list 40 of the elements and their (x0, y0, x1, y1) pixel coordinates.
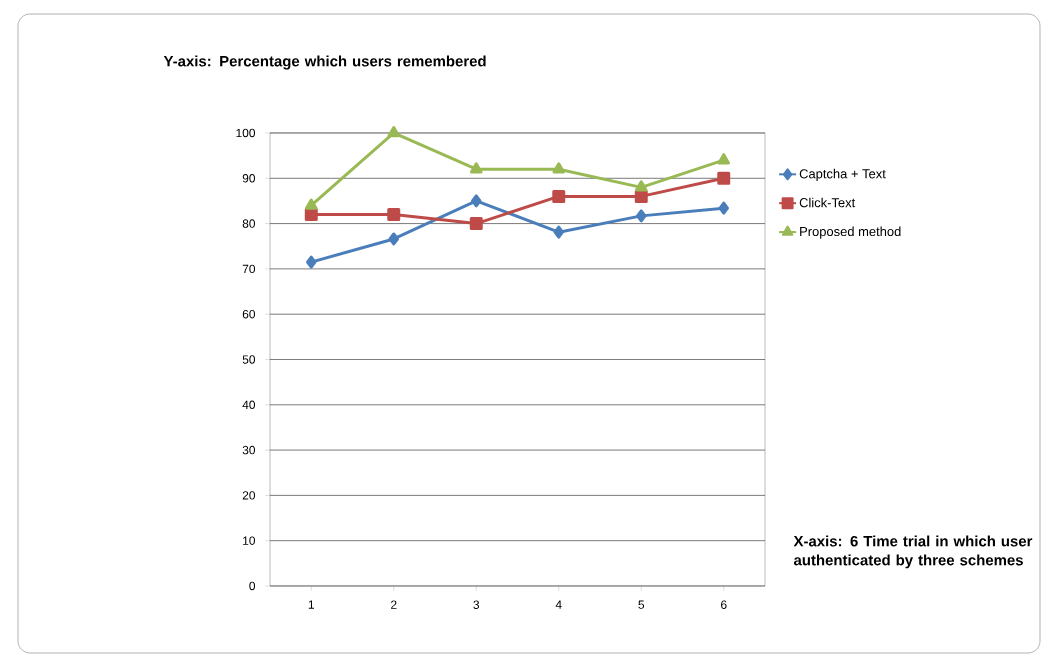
y-tick-label: 20 (242, 491, 256, 500)
point (717, 171, 731, 185)
x-tick-label: 1 (308, 600, 314, 609)
point (388, 232, 399, 246)
x-tick-label: 6 (721, 600, 727, 609)
point (469, 217, 483, 231)
x-tick-label: 2 (391, 600, 397, 609)
y-tick-label: 60 (242, 309, 256, 319)
y-tick-label: 90 (242, 174, 256, 183)
y-tick-label: 80 (242, 219, 256, 228)
y-axis-title: Y-axis: Percentage which users remembered (163, 55, 486, 70)
x-axis-title: X-axis: 6 Time trial in which user authenticated by three schemes (793, 535, 1033, 569)
point (635, 180, 648, 192)
legend-label: Proposed method (800, 226, 901, 239)
legend-label: Captcha + Text (799, 168, 886, 181)
point (470, 162, 483, 174)
legend-label: Click-Text (799, 197, 856, 208)
y-tick-label: 30 (242, 445, 256, 455)
y-tick-label: 50 (242, 355, 256, 364)
point (304, 208, 318, 222)
point (634, 189, 648, 203)
x-tick-label: 3 (473, 600, 480, 609)
point (306, 255, 317, 269)
point (553, 225, 564, 239)
point (471, 194, 482, 208)
x-tick-label: 4 (555, 600, 562, 609)
point (717, 153, 730, 165)
point (387, 126, 400, 138)
y-tick-label: 70 (242, 264, 256, 274)
y-tick-label: 100 (236, 128, 256, 138)
y-tick-label: 40 (242, 400, 256, 410)
x-tick-label: 5 (638, 600, 645, 609)
point (387, 208, 401, 222)
point (305, 198, 318, 210)
point (552, 189, 566, 203)
y-tick-label: 10 (243, 536, 256, 545)
y-tick-label: 0 (249, 581, 256, 591)
point (636, 209, 647, 223)
point (552, 162, 565, 174)
point (718, 201, 729, 215)
